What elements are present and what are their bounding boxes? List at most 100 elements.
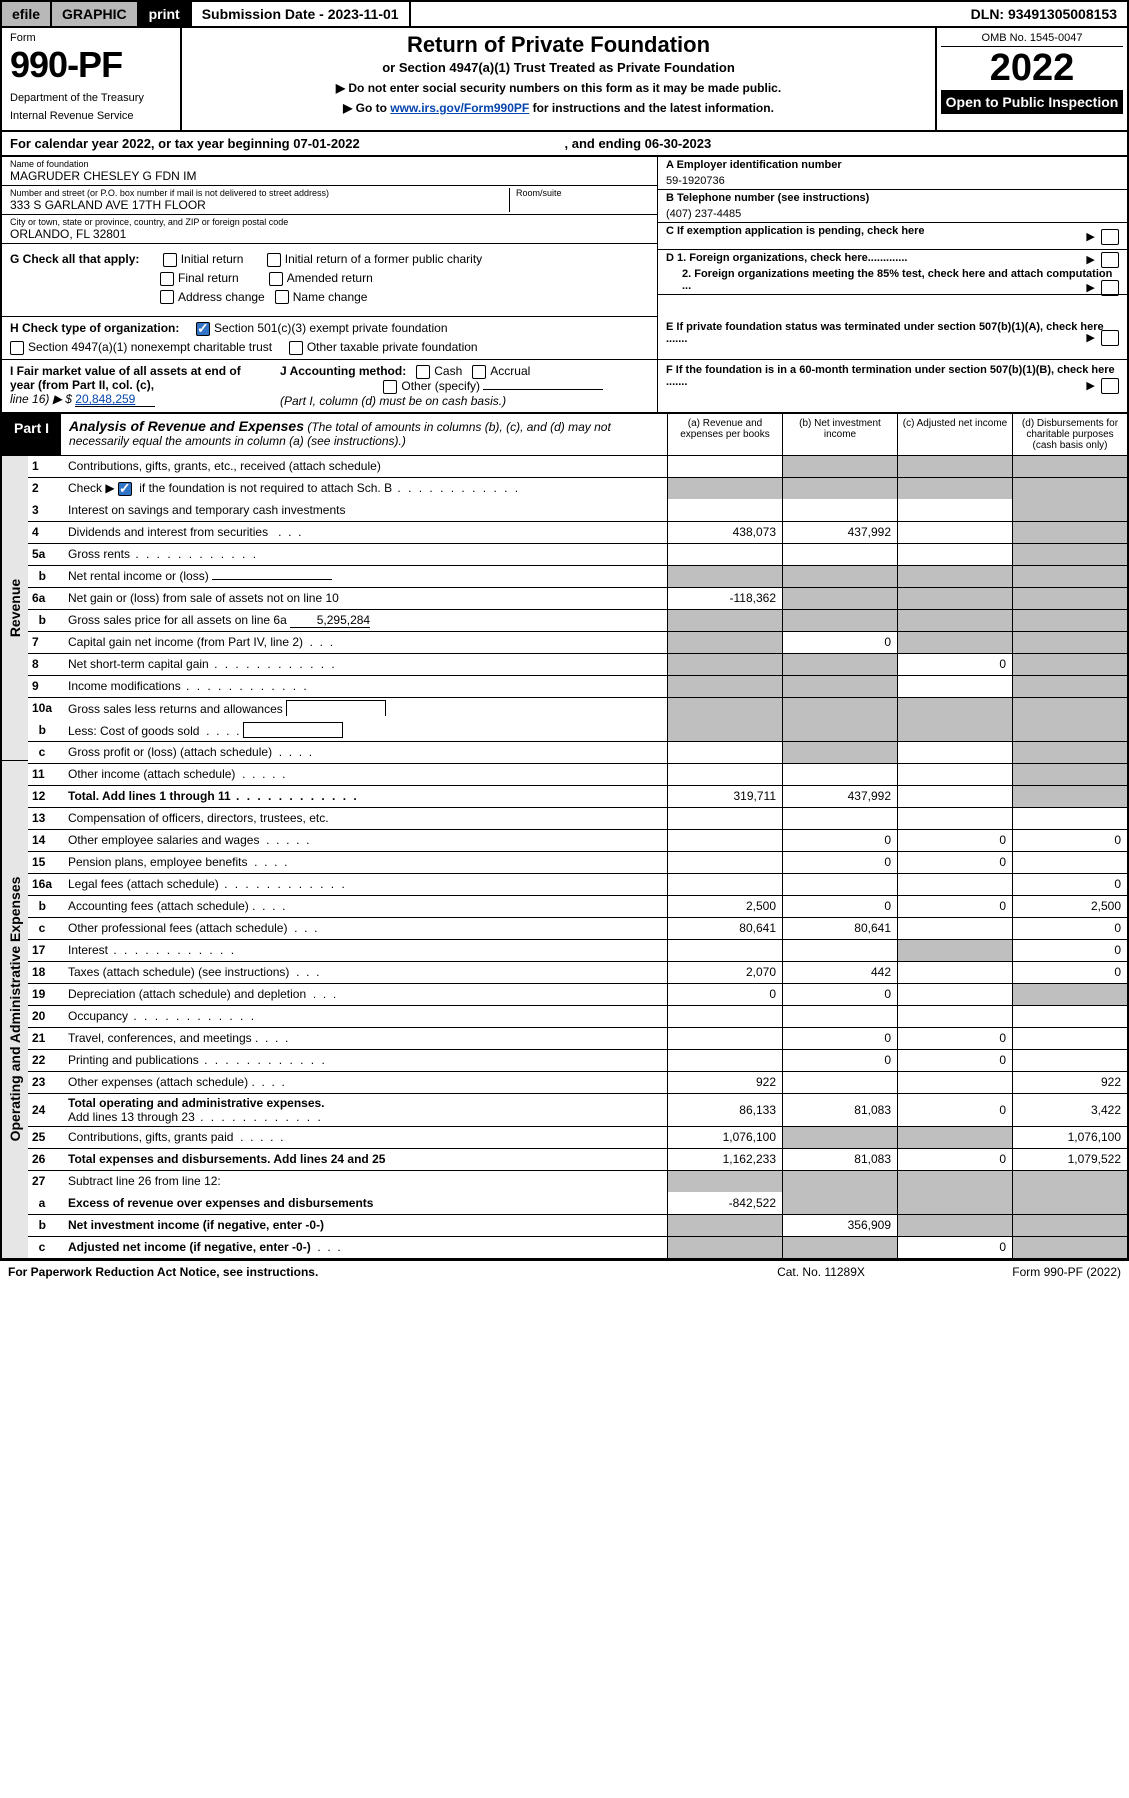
chk-amended[interactable] [269,272,283,286]
row-10a: 10aGross sales less returns and allowanc… [28,697,1127,719]
chk-d2[interactable] [1101,280,1119,296]
row-21: 21Travel, conferences, and meetings . . … [28,1027,1127,1049]
row-8: 8Net short-term capital gain0 [28,653,1127,675]
row-13: 13Compensation of officers, directors, t… [28,807,1127,829]
g-o3: Final return [178,271,239,285]
fmv-value[interactable]: 20,848,259 [75,392,155,407]
e-label: E If private foundation status was termi… [666,321,1104,345]
chk-initial[interactable] [163,253,177,267]
row-23: 23Other expenses (attach schedule) . . .… [28,1071,1127,1093]
row-15: 15Pension plans, employee benefits . . .… [28,851,1127,873]
form-header: Form 990-PF Department of the Treasury I… [0,28,1129,132]
part1: Part I Analysis of Revenue and Expenses … [0,414,1129,1260]
chk-d1[interactable] [1101,252,1119,268]
note-goto: ▶ Go to www.irs.gov/Form990PF for instru… [190,101,927,115]
i-line: line 16) ▶ $ [10,392,72,406]
i-label: I Fair market value of all assets at end… [10,364,241,392]
city-label: City or town, state or province, country… [10,217,649,227]
boxA: A Employer identification number 59-1920… [658,157,1127,190]
addr-cell: Number and street (or P.O. box number if… [2,186,657,215]
info-left: Name of foundation MAGRUDER CHESLEY G FD… [2,157,657,317]
tax-year: 2022 [941,47,1123,90]
foundation-name: MAGRUDER CHESLEY G FDN IM [10,169,649,183]
chk-f[interactable] [1101,378,1119,394]
row-1: 1Contributions, gifts, grants, etc., rec… [28,455,1127,477]
col-a-header: (a) Revenue and expenses per books [667,414,782,455]
h-label: H Check type of organization: [10,321,179,335]
chk-initial-former[interactable] [267,253,281,267]
row-6b: bGross sales price for all assets on lin… [28,609,1127,631]
room-label: Room/suite [516,188,649,198]
col-c-header: (c) Adjusted net income [897,414,1012,455]
table-rows: 1Contributions, gifts, grants, etc., rec… [28,455,1127,1258]
col-d-header: (d) Disbursements for charitable purpose… [1012,414,1127,455]
city-cell: City or town, state or province, country… [2,215,657,244]
j-accrual: Accrual [490,364,530,378]
chk-other-tax[interactable] [289,341,303,355]
part1-table: Revenue Operating and Administrative Exp… [2,455,1127,1258]
row-7: 7Capital gain net income (from Part IV, … [28,631,1127,653]
j-label: J Accounting method: [280,364,406,378]
row-22: 22Printing and publications00 [28,1049,1127,1071]
row-20: 20Occupancy [28,1005,1127,1027]
side-tabs: Revenue Operating and Administrative Exp… [2,455,28,1258]
g-o6: Name change [293,290,368,304]
part1-tag: Part I [2,414,61,455]
city-value: ORLANDO, FL 32801 [10,227,649,241]
row-3: 3Interest on savings and temporary cash … [28,499,1127,521]
ij-row: I Fair market value of all assets at end… [0,360,1129,414]
chk-other-acct[interactable] [383,380,397,394]
efile-badge: efile [2,2,52,26]
instructions-link[interactable]: www.irs.gov/Form990PF [390,101,529,115]
row-27c: cAdjusted net income (if negative, enter… [28,1236,1127,1258]
graphic-badge: GRAPHIC [52,2,139,26]
h-o3: Other taxable private foundation [307,340,478,354]
note-ssn: ▶ Do not enter social security numbers o… [190,81,927,95]
form-subtitle: or Section 4947(a)(1) Trust Treated as P… [190,60,927,75]
g-o4: Amended return [287,271,373,285]
chk-e[interactable] [1101,330,1119,346]
chk-cash[interactable] [416,365,430,379]
chk-schB[interactable] [118,482,132,496]
footer-right: Form 990-PF (2022) [921,1265,1121,1279]
omb-number: OMB No. 1545-0047 [941,32,1123,47]
row-24: 24Total operating and administrative exp… [28,1093,1127,1126]
open-inspection: Open to Public Inspection [941,90,1123,114]
dept-treasury: Department of the Treasury [10,92,172,104]
row-16b: bAccounting fees (attach schedule) . . .… [28,895,1127,917]
cal-end: 06-30-2023 [645,136,712,151]
header-right: OMB No. 1545-0047 2022 Open to Public In… [937,28,1127,130]
row-25: 25Contributions, gifts, grants paid . . … [28,1126,1127,1148]
f-label: F If the foundation is in a 60-month ter… [666,364,1115,388]
footer: For Paperwork Reduction Act Notice, see … [0,1260,1129,1283]
row-2: 2Check ▶ if the foundation is not requir… [28,477,1127,499]
chk-name[interactable] [275,290,289,304]
phone-value: (407) 237-4485 [666,208,1119,220]
j-other: Other (specify) [401,379,480,393]
chk-address[interactable] [160,290,174,304]
dept-irs: Internal Revenue Service [10,110,172,122]
header-left: Form 990-PF Department of the Treasury I… [2,28,182,130]
boxC: C If exemption application is pending, c… [658,223,1127,250]
chk-c[interactable] [1101,229,1119,245]
row-12: 12Total. Add lines 1 through 11319,71143… [28,785,1127,807]
chk-4947[interactable] [10,341,24,355]
cal-mid: , and ending [565,136,645,151]
print-button[interactable]: print [139,2,192,26]
top-bar: efile GRAPHIC print Submission Date - 20… [0,0,1129,28]
row-14: 14Other employee salaries and wages . . … [28,829,1127,851]
row-27: 27Subtract line 26 from line 12: [28,1170,1127,1192]
boxF: F If the foundation is in a 60-month ter… [657,360,1127,412]
chk-final[interactable] [160,272,174,286]
j-note: (Part I, column (d) must be on cash basi… [280,394,506,408]
chk-501c3[interactable] [196,322,210,336]
row-27a: aExcess of revenue over expenses and dis… [28,1192,1127,1214]
row-10b: bLess: Cost of goods sold . . . . [28,719,1127,741]
part1-desc: Analysis of Revenue and Expenses (The to… [61,414,667,455]
name-cell: Name of foundation MAGRUDER CHESLEY G FD… [2,157,657,186]
boxD: D 1. Foreign organizations, check here..… [658,250,1127,295]
chk-accrual[interactable] [472,365,486,379]
row-16c: cOther professional fees (attach schedul… [28,917,1127,939]
addr-label: Number and street (or P.O. box number if… [10,188,509,198]
g-section: G Check all that apply: Initial return I… [2,244,657,317]
